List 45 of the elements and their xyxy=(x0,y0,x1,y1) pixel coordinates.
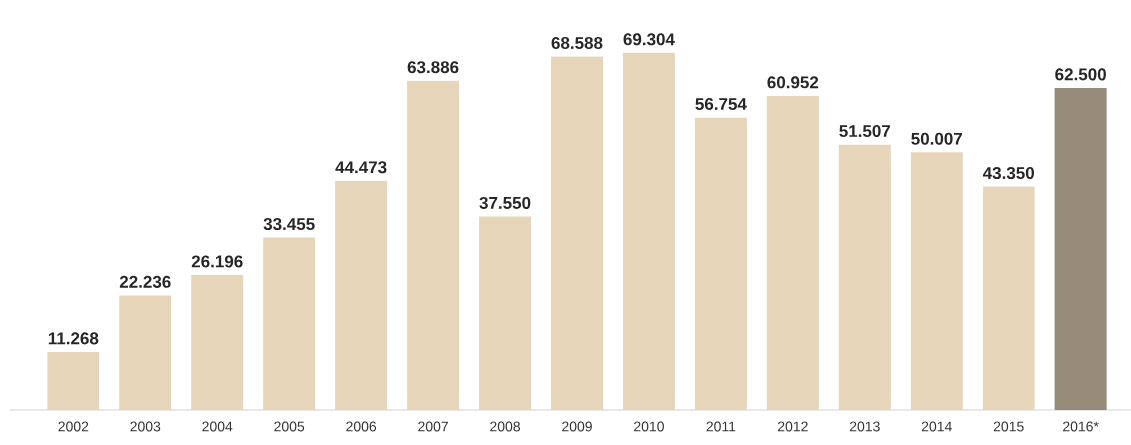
data-label: 22.236 xyxy=(119,275,171,288)
data-label: 60.952 xyxy=(767,76,819,89)
x-tick-label: 2003 xyxy=(130,421,161,432)
bar xyxy=(47,351,100,410)
data-label: 56.754 xyxy=(695,97,747,111)
x-tick-label: 2014 xyxy=(921,421,952,432)
x-tick-label: 2009 xyxy=(562,421,592,432)
bar xyxy=(1054,87,1107,410)
x-tick-label: 2010 xyxy=(634,421,664,432)
x-tick-label: 2002 xyxy=(58,421,89,432)
data-label: 51.507 xyxy=(839,125,891,138)
data-label: 50.007 xyxy=(911,132,962,145)
data-label: 62.500 xyxy=(1055,68,1106,81)
x-tick-label: 2004 xyxy=(202,421,233,432)
x-tick-label: 2005 xyxy=(274,421,305,432)
data-label: 63.886 xyxy=(407,61,459,74)
x-tick-label: 2011 xyxy=(706,421,736,432)
bar xyxy=(982,186,1035,410)
x-tick-label: 2008 xyxy=(490,421,520,432)
bar xyxy=(766,95,819,410)
x-tick-label: 2006 xyxy=(346,421,377,432)
x-tick-label: 2007 xyxy=(418,421,448,432)
data-label: 68.588 xyxy=(551,36,603,50)
bar xyxy=(263,237,316,410)
x-tick-label: 2016* xyxy=(1063,421,1099,432)
data-label: 33.455 xyxy=(263,218,315,231)
x-tick-label: 2012 xyxy=(777,421,808,432)
bar xyxy=(119,295,172,410)
data-label: 26.196 xyxy=(191,255,243,268)
data-label: 11.268 xyxy=(48,332,99,345)
bar xyxy=(838,144,891,410)
bar xyxy=(622,52,675,410)
bar xyxy=(910,152,963,410)
data-label: 43.350 xyxy=(982,167,1034,180)
bar xyxy=(694,117,747,410)
bar xyxy=(191,275,244,410)
data-label: 69.304 xyxy=(623,33,675,46)
bar xyxy=(335,180,388,410)
bar xyxy=(550,56,603,410)
x-tick-label: 2013 xyxy=(849,421,880,432)
bar xyxy=(407,80,460,410)
bar xyxy=(479,216,532,410)
data-label: 37.550 xyxy=(479,196,531,209)
x-tick-label: 2015 xyxy=(993,421,1024,432)
data-label: 44.473 xyxy=(335,161,387,174)
